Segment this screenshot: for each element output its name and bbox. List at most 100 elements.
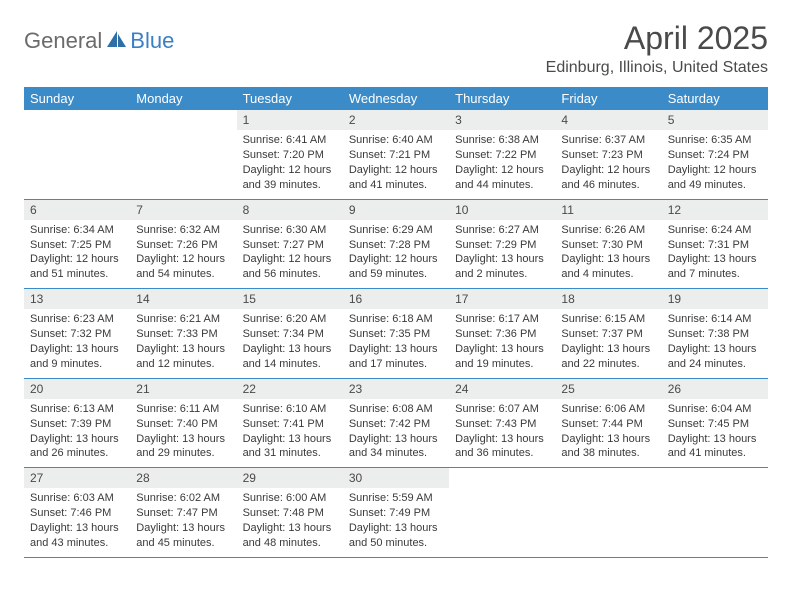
sunrise-line: Sunrise: 6:13 AM [30, 402, 124, 417]
daylight-line: Daylight: 12 hours and 56 minutes. [243, 252, 337, 282]
day-number: 14 [130, 289, 236, 309]
daylight-line: Daylight: 13 hours and 9 minutes. [30, 342, 124, 372]
day-cell: 5Sunrise: 6:35 AMSunset: 7:24 PMDaylight… [662, 110, 768, 199]
day-number: 17 [449, 289, 555, 309]
sunset-line: Sunset: 7:22 PM [455, 148, 549, 163]
sunset-line: Sunset: 7:23 PM [561, 148, 655, 163]
sunrise-line: Sunrise: 6:10 AM [243, 402, 337, 417]
sunrise-line: Sunrise: 6:07 AM [455, 402, 549, 417]
sunset-line: Sunset: 7:28 PM [349, 238, 443, 253]
sunrise-line: Sunrise: 6:14 AM [668, 312, 762, 327]
sunrise-line: Sunrise: 6:08 AM [349, 402, 443, 417]
daylight-line: Daylight: 12 hours and 49 minutes. [668, 163, 762, 193]
sunset-line: Sunset: 7:48 PM [243, 506, 337, 521]
day-cell: 17Sunrise: 6:17 AMSunset: 7:36 PMDayligh… [449, 289, 555, 378]
daylight-line: Daylight: 13 hours and 31 minutes. [243, 432, 337, 462]
day-cell: 20Sunrise: 6:13 AMSunset: 7:39 PMDayligh… [24, 379, 130, 468]
day-cell: 6Sunrise: 6:34 AMSunset: 7:25 PMDaylight… [24, 200, 130, 289]
sunset-line: Sunset: 7:39 PM [30, 417, 124, 432]
weeks-container: 1Sunrise: 6:41 AMSunset: 7:20 PMDaylight… [24, 110, 768, 558]
dow-cell: Saturday [662, 87, 768, 110]
empty-cell [130, 110, 236, 199]
day-body: Sunrise: 6:41 AMSunset: 7:20 PMDaylight:… [237, 130, 343, 198]
day-cell: 16Sunrise: 6:18 AMSunset: 7:35 PMDayligh… [343, 289, 449, 378]
daylight-line: Daylight: 12 hours and 59 minutes. [349, 252, 443, 282]
daylight-line: Daylight: 13 hours and 50 minutes. [349, 521, 443, 551]
day-body: Sunrise: 6:30 AMSunset: 7:27 PMDaylight:… [237, 220, 343, 288]
daylight-line: Daylight: 12 hours and 44 minutes. [455, 163, 549, 193]
sunrise-line: Sunrise: 6:03 AM [30, 491, 124, 506]
day-body: Sunrise: 6:40 AMSunset: 7:21 PMDaylight:… [343, 130, 449, 198]
sunrise-line: Sunrise: 6:02 AM [136, 491, 230, 506]
day-body: Sunrise: 6:26 AMSunset: 7:30 PMDaylight:… [555, 220, 661, 288]
daylight-line: Daylight: 13 hours and 14 minutes. [243, 342, 337, 372]
daylight-line: Daylight: 13 hours and 4 minutes. [561, 252, 655, 282]
sunset-line: Sunset: 7:49 PM [349, 506, 443, 521]
day-number: 8 [237, 200, 343, 220]
sunrise-line: Sunrise: 6:20 AM [243, 312, 337, 327]
sunset-line: Sunset: 7:26 PM [136, 238, 230, 253]
daylight-line: Daylight: 13 hours and 29 minutes. [136, 432, 230, 462]
day-number: 27 [24, 468, 130, 488]
day-number: 20 [24, 379, 130, 399]
day-body: Sunrise: 6:08 AMSunset: 7:42 PMDaylight:… [343, 399, 449, 467]
sunrise-line: Sunrise: 6:18 AM [349, 312, 443, 327]
day-body: Sunrise: 6:21 AMSunset: 7:33 PMDaylight:… [130, 309, 236, 377]
day-body: Sunrise: 6:23 AMSunset: 7:32 PMDaylight:… [24, 309, 130, 377]
location: Edinburg, Illinois, United States [546, 59, 768, 77]
sunset-line: Sunset: 7:20 PM [243, 148, 337, 163]
sunrise-line: Sunrise: 6:23 AM [30, 312, 124, 327]
month-title: April 2025 [546, 20, 768, 57]
daylight-line: Daylight: 13 hours and 24 minutes. [668, 342, 762, 372]
sunrise-line: Sunrise: 6:40 AM [349, 133, 443, 148]
sunrise-line: Sunrise: 6:27 AM [455, 223, 549, 238]
day-number: 2 [343, 110, 449, 130]
day-body: Sunrise: 6:04 AMSunset: 7:45 PMDaylight:… [662, 399, 768, 467]
day-number: 5 [662, 110, 768, 130]
sunset-line: Sunset: 7:36 PM [455, 327, 549, 342]
calendar-page: General Blue April 2025 Edinburg, Illino… [0, 0, 792, 578]
day-body: Sunrise: 6:13 AMSunset: 7:39 PMDaylight:… [24, 399, 130, 467]
sunset-line: Sunset: 7:44 PM [561, 417, 655, 432]
day-cell: 21Sunrise: 6:11 AMSunset: 7:40 PMDayligh… [130, 379, 236, 468]
sunrise-line: Sunrise: 6:41 AM [243, 133, 337, 148]
day-cell: 19Sunrise: 6:14 AMSunset: 7:38 PMDayligh… [662, 289, 768, 378]
day-cell: 9Sunrise: 6:29 AMSunset: 7:28 PMDaylight… [343, 200, 449, 289]
sunset-line: Sunset: 7:24 PM [668, 148, 762, 163]
day-body: Sunrise: 6:03 AMSunset: 7:46 PMDaylight:… [24, 488, 130, 556]
day-of-week-row: SundayMondayTuesdayWednesdayThursdayFrid… [24, 87, 768, 110]
day-cell: 27Sunrise: 6:03 AMSunset: 7:46 PMDayligh… [24, 468, 130, 557]
day-cell: 18Sunrise: 6:15 AMSunset: 7:37 PMDayligh… [555, 289, 661, 378]
daylight-line: Daylight: 12 hours and 39 minutes. [243, 163, 337, 193]
day-number: 16 [343, 289, 449, 309]
sunset-line: Sunset: 7:47 PM [136, 506, 230, 521]
sunset-line: Sunset: 7:29 PM [455, 238, 549, 253]
day-body: Sunrise: 6:14 AMSunset: 7:38 PMDaylight:… [662, 309, 768, 377]
day-cell: 12Sunrise: 6:24 AMSunset: 7:31 PMDayligh… [662, 200, 768, 289]
dow-cell: Wednesday [343, 87, 449, 110]
day-cell: 25Sunrise: 6:06 AMSunset: 7:44 PMDayligh… [555, 379, 661, 468]
day-number: 25 [555, 379, 661, 399]
sunrise-line: Sunrise: 6:30 AM [243, 223, 337, 238]
empty-cell [555, 468, 661, 557]
day-cell: 2Sunrise: 6:40 AMSunset: 7:21 PMDaylight… [343, 110, 449, 199]
daylight-line: Daylight: 13 hours and 26 minutes. [30, 432, 124, 462]
day-cell: 4Sunrise: 6:37 AMSunset: 7:23 PMDaylight… [555, 110, 661, 199]
day-number: 19 [662, 289, 768, 309]
day-body: Sunrise: 6:10 AMSunset: 7:41 PMDaylight:… [237, 399, 343, 467]
day-cell: 28Sunrise: 6:02 AMSunset: 7:47 PMDayligh… [130, 468, 236, 557]
daylight-line: Daylight: 13 hours and 38 minutes. [561, 432, 655, 462]
day-body: Sunrise: 6:32 AMSunset: 7:26 PMDaylight:… [130, 220, 236, 288]
daylight-line: Daylight: 13 hours and 12 minutes. [136, 342, 230, 372]
dow-cell: Thursday [449, 87, 555, 110]
day-body: Sunrise: 6:35 AMSunset: 7:24 PMDaylight:… [662, 130, 768, 198]
sunrise-line: Sunrise: 6:00 AM [243, 491, 337, 506]
day-number: 21 [130, 379, 236, 399]
day-number: 7 [130, 200, 236, 220]
sunrise-line: Sunrise: 6:21 AM [136, 312, 230, 327]
day-body: Sunrise: 5:59 AMSunset: 7:49 PMDaylight:… [343, 488, 449, 556]
day-number: 15 [237, 289, 343, 309]
logo: General Blue [24, 20, 174, 54]
week-row: 27Sunrise: 6:03 AMSunset: 7:46 PMDayligh… [24, 468, 768, 558]
sunset-line: Sunset: 7:41 PM [243, 417, 337, 432]
